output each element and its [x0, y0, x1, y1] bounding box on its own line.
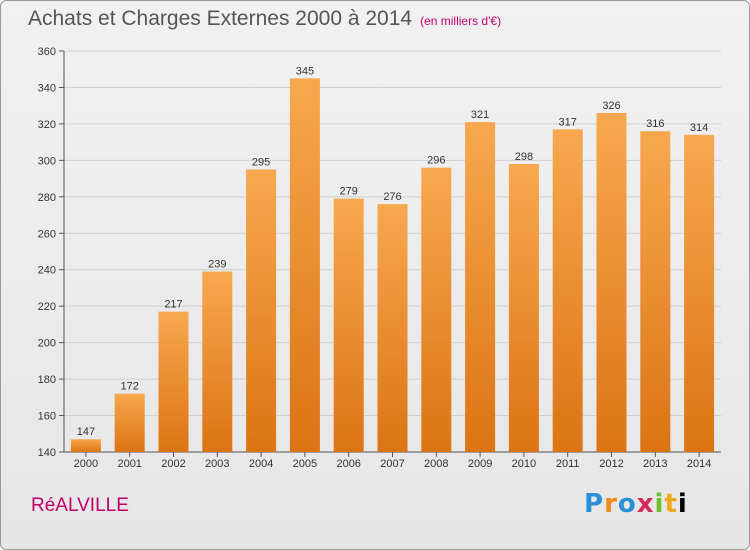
- data-label-2011: 317: [559, 116, 577, 128]
- x-tick-label: 2011: [556, 458, 580, 470]
- logo-letter: o: [617, 489, 637, 519]
- x-tick-label: 2013: [643, 458, 667, 470]
- data-label-2013: 316: [646, 118, 664, 130]
- x-tick-label: 2001: [117, 458, 141, 470]
- data-label-2007: 276: [383, 191, 401, 203]
- axes: 140 160 180 200 220 240 260 280 300 320 340 360 2000…: [38, 46, 721, 470]
- data-label-2010: 298: [515, 151, 533, 163]
- data-label-2008: 296: [427, 155, 445, 167]
- logo-letter: i: [677, 489, 688, 519]
- bar-2001: [114, 393, 145, 452]
- bar-2006: [333, 198, 364, 452]
- logo-letter: t: [664, 489, 678, 519]
- y-tick-label: 280: [38, 192, 56, 204]
- bar-2011: [552, 129, 583, 453]
- x-tick-label: 2006: [336, 458, 360, 470]
- y-tick-label: 180: [38, 374, 56, 386]
- data-label-2006: 279: [340, 186, 358, 198]
- data-label-2003: 239: [208, 259, 226, 271]
- commune-name: RéALVILLE: [31, 495, 129, 516]
- y-tick-label: 200: [38, 338, 56, 350]
- bar-2000: [70, 439, 101, 452]
- x-tick-label: 2002: [161, 458, 185, 470]
- bar-2012: [596, 112, 627, 453]
- data-label-2005: 345: [296, 65, 314, 77]
- bar-2013: [640, 131, 671, 452]
- x-tick-label: 2005: [293, 458, 317, 470]
- x-tick-label: 2003: [205, 458, 229, 470]
- bar-2014: [684, 134, 715, 452]
- x-tick-label: 2008: [424, 458, 448, 470]
- y-tick-label: 240: [38, 265, 56, 277]
- logo-letter: i: [654, 489, 665, 519]
- bar-2010: [508, 164, 539, 452]
- x-tick-label: 2007: [380, 458, 404, 470]
- y-tick-label: 360: [38, 46, 56, 58]
- x-tick-label: 2014: [687, 458, 711, 470]
- bar-2002: [158, 311, 189, 452]
- data-label-2004: 295: [252, 156, 270, 168]
- y-tick-label: 320: [38, 119, 56, 131]
- y-tick-label: 160: [38, 411, 56, 423]
- y-tick-label: 300: [38, 155, 56, 167]
- data-label-2012: 326: [602, 100, 620, 112]
- data-label-2009: 321: [471, 109, 489, 121]
- x-tick-label: 2009: [468, 458, 492, 470]
- x-tick-label: 2000: [74, 458, 98, 470]
- bar-2004: [246, 169, 277, 452]
- data-label-2014: 314: [690, 122, 708, 134]
- bars: [70, 78, 715, 453]
- x-tick-label: 2010: [512, 458, 536, 470]
- y-tick-label: 340: [38, 82, 56, 94]
- proxiti-logo[interactable]: Proxiti: [584, 489, 688, 519]
- logo-letter: P: [584, 489, 605, 519]
- title-text: Achats et Charges Externes 2000 à 2014: [28, 7, 413, 30]
- bar-2003: [202, 271, 233, 452]
- bar-2007: [377, 204, 408, 452]
- logo-letter: r: [604, 489, 618, 519]
- chart-title: Achats et Charges Externes 2000 à 2014 (e…: [28, 7, 501, 31]
- bar-2005: [289, 78, 320, 452]
- y-tick-label: 260: [38, 228, 56, 240]
- data-label-2000: 147: [77, 426, 95, 438]
- x-tick-label: 2012: [599, 458, 623, 470]
- x-tick-label: 2004: [249, 458, 273, 470]
- data-label-2002: 217: [164, 299, 182, 311]
- data-label-2001: 172: [121, 381, 139, 393]
- bar-2008: [421, 167, 452, 452]
- data-labels: 147 172 217 239 295 345 279 276 296 321 298 317 326 3…: [77, 65, 709, 438]
- logo-letter: x: [636, 489, 655, 519]
- bar-2009: [465, 122, 496, 452]
- y-tick-label: 140: [38, 447, 56, 459]
- chart-subtitle: (en milliers d'€): [420, 14, 502, 28]
- y-tick-label: 220: [38, 301, 56, 313]
